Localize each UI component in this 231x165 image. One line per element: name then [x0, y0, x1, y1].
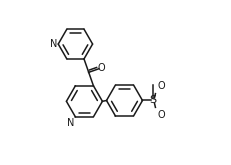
- Text: N: N: [67, 118, 75, 128]
- Text: S: S: [149, 96, 157, 105]
- Text: O: O: [158, 110, 165, 120]
- Text: O: O: [98, 63, 105, 73]
- Text: N: N: [50, 39, 57, 49]
- Text: O: O: [158, 81, 165, 91]
